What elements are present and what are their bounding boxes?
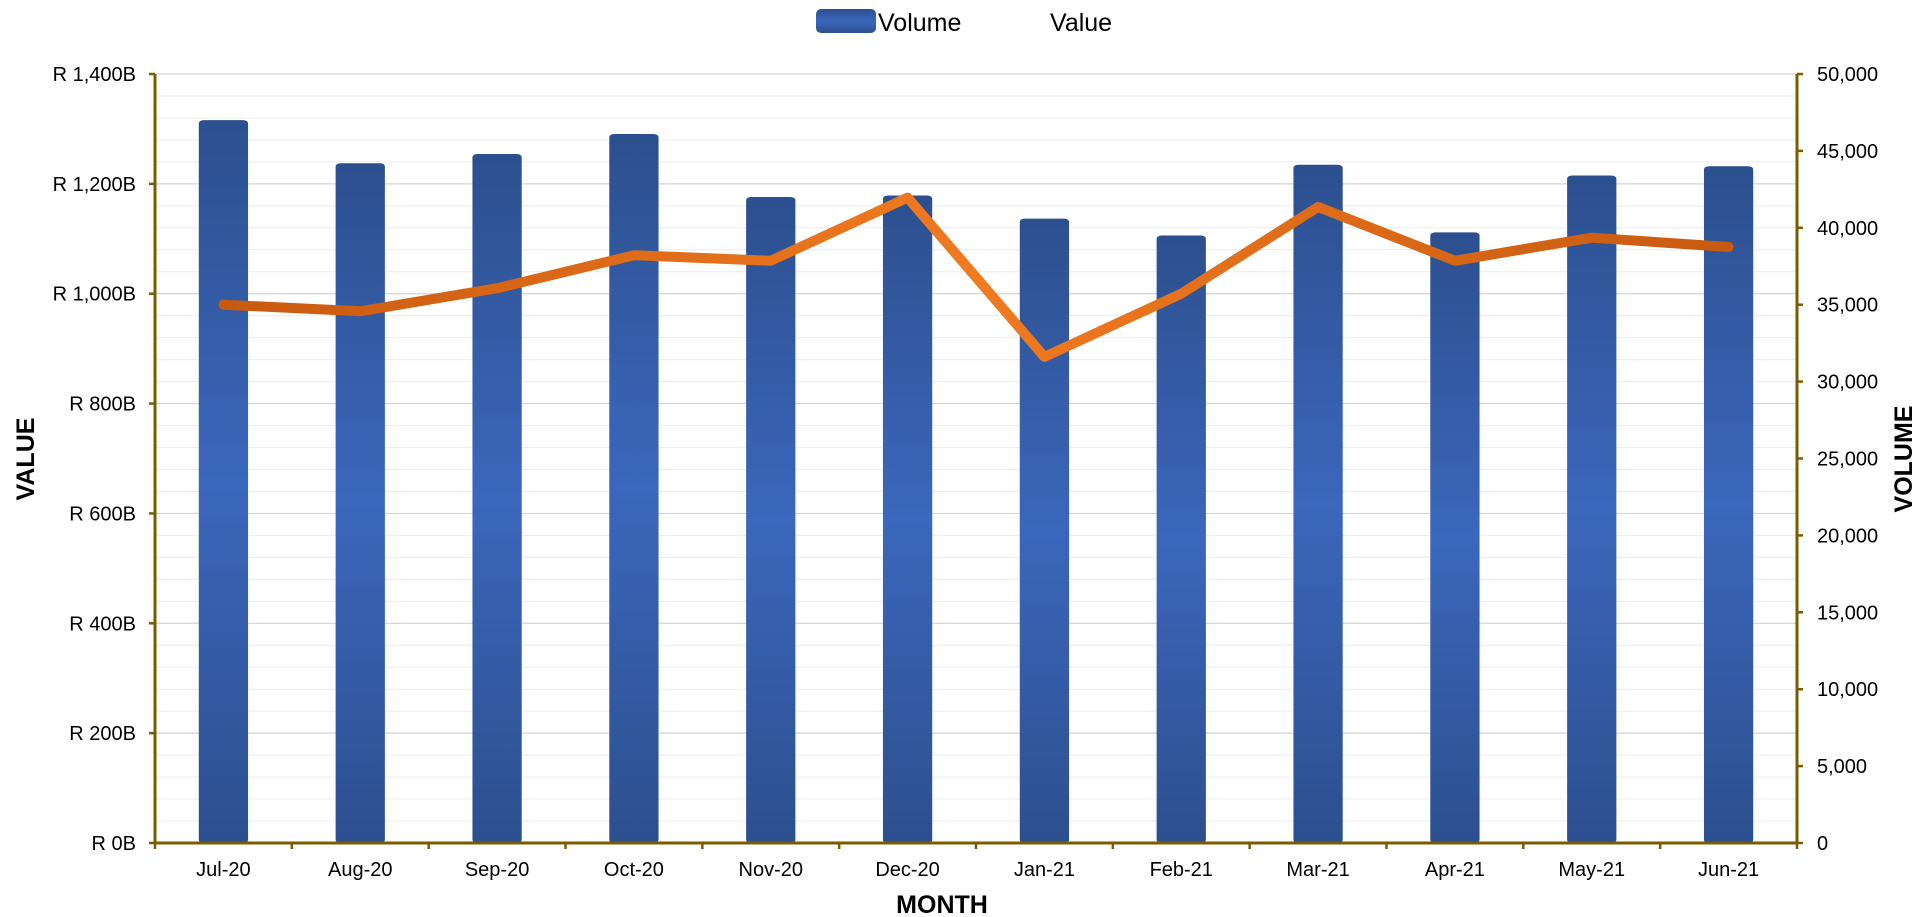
x-tick-label: Mar-21	[1286, 859, 1349, 881]
y-axis-title: VALUE	[12, 418, 40, 501]
gridlines	[155, 73, 1797, 844]
left-tick-label: R 200B	[69, 723, 136, 745]
right-tick-label: 5,000	[1817, 756, 1867, 778]
right-tick-label: 35,000	[1817, 295, 1878, 317]
volume-bar	[1293, 164, 1343, 843]
volume-bar	[1430, 232, 1480, 843]
volume-bar	[882, 195, 933, 843]
x-tick-label: Nov-20	[739, 859, 803, 881]
legend-label-value: Value	[1050, 9, 1112, 37]
legend-label-volume: Volume	[878, 9, 961, 37]
volume-bar	[746, 197, 796, 844]
x-tick-label: Oct-20	[604, 859, 664, 881]
value-line	[218, 192, 1734, 362]
volume-bars	[198, 120, 1754, 844]
x-tick-label: Aug-20	[328, 859, 393, 881]
volume-bar	[609, 133, 659, 843]
x-tick-label: Jun-21	[1698, 859, 1759, 881]
x-tick-label: Sep-20	[465, 859, 530, 881]
right-tick-label: 30,000	[1817, 372, 1878, 394]
left-tick-label: R 600B	[69, 503, 136, 525]
volume-bar	[335, 163, 385, 844]
right-tick-label: 10,000	[1817, 679, 1878, 701]
x-axis-ticks: Jul-20 Aug-20 Sep-20 Oct-20 Nov-20 Dec-20 Jan-…	[196, 859, 1759, 881]
right-tick-label: 15,000	[1817, 602, 1878, 624]
axes	[149, 72, 1803, 849]
left-tick-label: R 1,200B	[53, 174, 136, 196]
x-tick-label: Dec-20	[875, 859, 939, 881]
left-axis-ticks: R 0B R 200B R 400B R 600B R 800B R 1,000B R 1,…	[53, 64, 136, 855]
left-tick-label: R 1,000B	[53, 284, 136, 306]
right-tick-label: 45,000	[1817, 141, 1878, 163]
x-tick-label: Apr-21	[1425, 859, 1485, 881]
y2-axis-title: VOLUME	[1890, 406, 1918, 513]
volume-bar	[1156, 235, 1206, 844]
volume-bar	[472, 153, 522, 843]
volume-bar	[198, 120, 249, 843]
right-tick-label: 25,000	[1817, 449, 1878, 471]
left-tick-label: R 400B	[69, 613, 136, 635]
x-tick-label: Feb-21	[1150, 859, 1213, 881]
x-tick-label: Jan-21	[1014, 859, 1075, 881]
volume-bar	[1567, 175, 1617, 843]
right-axis-ticks: 0 5,000 10,000 15,000 20,000 25,000 30,000 35,0…	[1817, 64, 1878, 855]
x-tick-label: May-21	[1558, 859, 1625, 881]
right-tick-label: 40,000	[1817, 218, 1878, 240]
right-tick-label: 50,000	[1817, 64, 1878, 86]
volume-bar	[1703, 166, 1754, 843]
left-tick-label: R 800B	[69, 394, 136, 416]
legend: Volume Value	[816, 9, 1112, 37]
x-tick-label: Jul-20	[196, 859, 250, 881]
volume-bar	[1019, 218, 1070, 843]
value-line-path	[218, 192, 1734, 362]
left-tick-label: R 0B	[92, 833, 136, 855]
legend-swatch-volume	[816, 9, 876, 33]
x-axis-title: MONTH	[896, 891, 988, 917]
right-tick-label: 20,000	[1817, 525, 1878, 547]
left-tick-label: R 1,400B	[53, 64, 136, 86]
right-tick-label: 0	[1817, 833, 1828, 855]
